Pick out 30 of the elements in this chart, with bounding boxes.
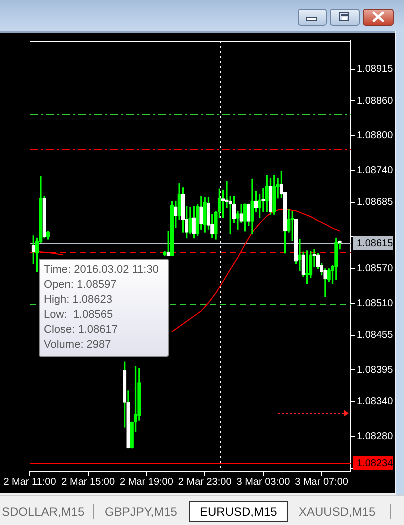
x-tick-label: 2 Mar 11:00 — [4, 476, 57, 488]
candlestick — [32, 236, 36, 264]
y-tick-label: 1.08800 — [357, 130, 394, 142]
annotation: Time: 2016.03.02 11:30 Open: 1.08597 High: 1.08623 Low: 1.08565 Close: 1.08617 Volume: 2987 — [39, 259, 169, 357]
y-tick-label: 1.08395 — [357, 364, 394, 376]
y-tick-label: 1.08915 — [357, 64, 394, 76]
ref-line-label: 1.08234 — [357, 458, 394, 470]
text: EURUSD,M15 — [200, 505, 278, 519]
x-tick-label: 3 Mar 03:00 — [236, 476, 291, 488]
ref-line-label: 1.08615 — [357, 238, 394, 250]
y-tick-label: 1.08280 — [357, 431, 394, 442]
y-tick-label: 1.08860 — [357, 96, 394, 107]
candlestick — [42, 196, 46, 239]
text: SDOLLAR,M15 — [2, 505, 85, 519]
x-tick-label: 2 Mar 15:00 — [62, 476, 116, 488]
y-tick-label: 1.08510 — [357, 298, 394, 310]
y-tick-label: 1.08340 — [357, 396, 394, 408]
y-tick-label: 1.08685 — [357, 197, 394, 208]
candlestick — [247, 204, 251, 226]
text: XAUUSD,M15 — [299, 505, 376, 519]
y-tick-label: 1.08455 — [357, 330, 394, 342]
x-tick-label: 2 Mar 23:00 — [178, 476, 232, 488]
y-tick-label: 1.08570 — [357, 264, 394, 275]
text: GBPJPY,M15 — [105, 505, 178, 519]
y-tick-label: 1.08740 — [357, 165, 394, 176]
candlestick — [192, 206, 196, 239]
x-tick-label: 2 Mar 19:00 — [120, 476, 174, 488]
x-tick-label: 3 Mar 07:00 — [295, 476, 349, 488]
candlestick — [200, 196, 204, 230]
candlestick — [268, 178, 273, 215]
